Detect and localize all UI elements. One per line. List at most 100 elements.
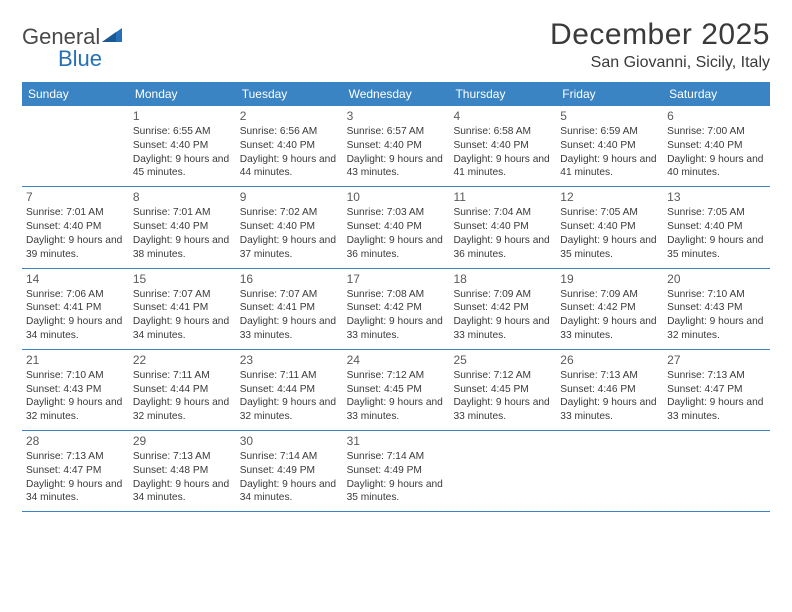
sunset-text: Sunset: 4:40 PM: [667, 139, 766, 153]
sunset-text: Sunset: 4:40 PM: [453, 220, 552, 234]
day-number: 24: [347, 352, 446, 368]
day-cell: [22, 106, 129, 186]
sunset-text: Sunset: 4:47 PM: [667, 383, 766, 397]
sunset-text: Sunset: 4:43 PM: [667, 301, 766, 315]
weeks-container: 1Sunrise: 6:55 AMSunset: 4:40 PMDaylight…: [22, 106, 770, 512]
sunset-text: Sunset: 4:48 PM: [133, 464, 232, 478]
daylight-text: Daylight: 9 hours and 33 minutes.: [560, 396, 659, 424]
sunset-text: Sunset: 4:40 PM: [133, 220, 232, 234]
calendar: SundayMondayTuesdayWednesdayThursdayFrid…: [22, 82, 770, 512]
daylight-text: Daylight: 9 hours and 34 minutes.: [26, 315, 125, 343]
sunset-text: Sunset: 4:40 PM: [240, 220, 339, 234]
day-header-thursday: Thursday: [449, 82, 556, 106]
day-cell: 17Sunrise: 7:08 AMSunset: 4:42 PMDayligh…: [343, 269, 450, 349]
sunset-text: Sunset: 4:40 PM: [667, 220, 766, 234]
sunrise-text: Sunrise: 7:02 AM: [240, 206, 339, 220]
day-cell: 19Sunrise: 7:09 AMSunset: 4:42 PMDayligh…: [556, 269, 663, 349]
day-header-friday: Friday: [556, 82, 663, 106]
day-cell: 23Sunrise: 7:11 AMSunset: 4:44 PMDayligh…: [236, 350, 343, 430]
sunrise-text: Sunrise: 7:13 AM: [26, 450, 125, 464]
week-row: 28Sunrise: 7:13 AMSunset: 4:47 PMDayligh…: [22, 431, 770, 512]
daylight-text: Daylight: 9 hours and 33 minutes.: [667, 396, 766, 424]
daylight-text: Daylight: 9 hours and 39 minutes.: [26, 234, 125, 262]
sunrise-text: Sunrise: 7:04 AM: [453, 206, 552, 220]
day-cell: 26Sunrise: 7:13 AMSunset: 4:46 PMDayligh…: [556, 350, 663, 430]
sunrise-text: Sunrise: 7:06 AM: [26, 288, 125, 302]
sunset-text: Sunset: 4:40 PM: [347, 220, 446, 234]
sunrise-text: Sunrise: 7:12 AM: [347, 369, 446, 383]
logo-text-2: Blue: [22, 46, 102, 72]
sunrise-text: Sunrise: 6:57 AM: [347, 125, 446, 139]
day-cell: 7Sunrise: 7:01 AMSunset: 4:40 PMDaylight…: [22, 187, 129, 267]
day-number: 15: [133, 271, 232, 287]
day-cell: 30Sunrise: 7:14 AMSunset: 4:49 PMDayligh…: [236, 431, 343, 511]
day-number: 1: [133, 108, 232, 124]
day-cell: 3Sunrise: 6:57 AMSunset: 4:40 PMDaylight…: [343, 106, 450, 186]
daylight-text: Daylight: 9 hours and 32 minutes.: [240, 396, 339, 424]
sunset-text: Sunset: 4:49 PM: [347, 464, 446, 478]
day-number: 9: [240, 189, 339, 205]
day-cell: 28Sunrise: 7:13 AMSunset: 4:47 PMDayligh…: [22, 431, 129, 511]
day-header-row: SundayMondayTuesdayWednesdayThursdayFrid…: [22, 82, 770, 106]
daylight-text: Daylight: 9 hours and 33 minutes.: [240, 315, 339, 343]
day-number: 23: [240, 352, 339, 368]
day-number: 5: [560, 108, 659, 124]
sunrise-text: Sunrise: 7:14 AM: [347, 450, 446, 464]
sunset-text: Sunset: 4:40 PM: [560, 139, 659, 153]
sunset-text: Sunset: 4:41 PM: [26, 301, 125, 315]
sunrise-text: Sunrise: 7:07 AM: [240, 288, 339, 302]
sunrise-text: Sunrise: 7:08 AM: [347, 288, 446, 302]
sunset-text: Sunset: 4:40 PM: [453, 139, 552, 153]
week-row: 21Sunrise: 7:10 AMSunset: 4:43 PMDayligh…: [22, 350, 770, 431]
day-number: 2: [240, 108, 339, 124]
day-number: 26: [560, 352, 659, 368]
sunrise-text: Sunrise: 7:03 AM: [347, 206, 446, 220]
day-header-sunday: Sunday: [22, 82, 129, 106]
day-cell: 22Sunrise: 7:11 AMSunset: 4:44 PMDayligh…: [129, 350, 236, 430]
sunset-text: Sunset: 4:42 PM: [347, 301, 446, 315]
daylight-text: Daylight: 9 hours and 35 minutes.: [667, 234, 766, 262]
daylight-text: Daylight: 9 hours and 43 minutes.: [347, 153, 446, 181]
day-cell: 29Sunrise: 7:13 AMSunset: 4:48 PMDayligh…: [129, 431, 236, 511]
day-cell: 27Sunrise: 7:13 AMSunset: 4:47 PMDayligh…: [663, 350, 770, 430]
daylight-text: Daylight: 9 hours and 33 minutes.: [453, 396, 552, 424]
sunrise-text: Sunrise: 7:09 AM: [453, 288, 552, 302]
day-number: 31: [347, 433, 446, 449]
sunset-text: Sunset: 4:40 PM: [347, 139, 446, 153]
day-number: 30: [240, 433, 339, 449]
day-number: 22: [133, 352, 232, 368]
sunrise-text: Sunrise: 7:01 AM: [26, 206, 125, 220]
day-number: 7: [26, 189, 125, 205]
day-cell: 18Sunrise: 7:09 AMSunset: 4:42 PMDayligh…: [449, 269, 556, 349]
daylight-text: Daylight: 9 hours and 41 minutes.: [560, 153, 659, 181]
daylight-text: Daylight: 9 hours and 36 minutes.: [347, 234, 446, 262]
day-number: 19: [560, 271, 659, 287]
daylight-text: Daylight: 9 hours and 32 minutes.: [667, 315, 766, 343]
day-cell: 25Sunrise: 7:12 AMSunset: 4:45 PMDayligh…: [449, 350, 556, 430]
daylight-text: Daylight: 9 hours and 35 minutes.: [560, 234, 659, 262]
sunset-text: Sunset: 4:44 PM: [240, 383, 339, 397]
sunrise-text: Sunrise: 7:14 AM: [240, 450, 339, 464]
day-cell: 15Sunrise: 7:07 AMSunset: 4:41 PMDayligh…: [129, 269, 236, 349]
daylight-text: Daylight: 9 hours and 34 minutes.: [133, 478, 232, 506]
sunset-text: Sunset: 4:46 PM: [560, 383, 659, 397]
sunrise-text: Sunrise: 7:11 AM: [240, 369, 339, 383]
week-row: 1Sunrise: 6:55 AMSunset: 4:40 PMDaylight…: [22, 106, 770, 187]
day-number: 12: [560, 189, 659, 205]
day-number: 10: [347, 189, 446, 205]
title-block: December 2025 San Giovanni, Sicily, Ital…: [550, 18, 770, 72]
daylight-text: Daylight: 9 hours and 45 minutes.: [133, 153, 232, 181]
daylight-text: Daylight: 9 hours and 36 minutes.: [453, 234, 552, 262]
day-cell: 16Sunrise: 7:07 AMSunset: 4:41 PMDayligh…: [236, 269, 343, 349]
daylight-text: Daylight: 9 hours and 32 minutes.: [133, 396, 232, 424]
sunset-text: Sunset: 4:44 PM: [133, 383, 232, 397]
sunset-text: Sunset: 4:41 PM: [133, 301, 232, 315]
sunset-text: Sunset: 4:41 PM: [240, 301, 339, 315]
week-row: 14Sunrise: 7:06 AMSunset: 4:41 PMDayligh…: [22, 269, 770, 350]
day-number: 11: [453, 189, 552, 205]
sunset-text: Sunset: 4:40 PM: [133, 139, 232, 153]
daylight-text: Daylight: 9 hours and 34 minutes.: [133, 315, 232, 343]
sunset-text: Sunset: 4:40 PM: [560, 220, 659, 234]
day-cell: 2Sunrise: 6:56 AMSunset: 4:40 PMDaylight…: [236, 106, 343, 186]
location: San Giovanni, Sicily, Italy: [550, 54, 770, 72]
